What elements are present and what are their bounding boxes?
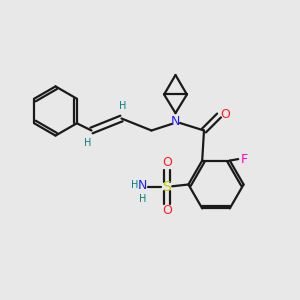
Text: N: N	[138, 179, 148, 192]
Text: O: O	[162, 204, 172, 218]
Text: S: S	[162, 180, 171, 194]
Text: F: F	[241, 153, 248, 166]
Text: O: O	[162, 156, 172, 170]
Text: H: H	[84, 138, 92, 148]
Text: H: H	[119, 101, 127, 111]
Text: H: H	[131, 180, 138, 190]
Text: H: H	[139, 194, 146, 205]
Text: O: O	[221, 107, 230, 121]
Text: N: N	[171, 115, 180, 128]
